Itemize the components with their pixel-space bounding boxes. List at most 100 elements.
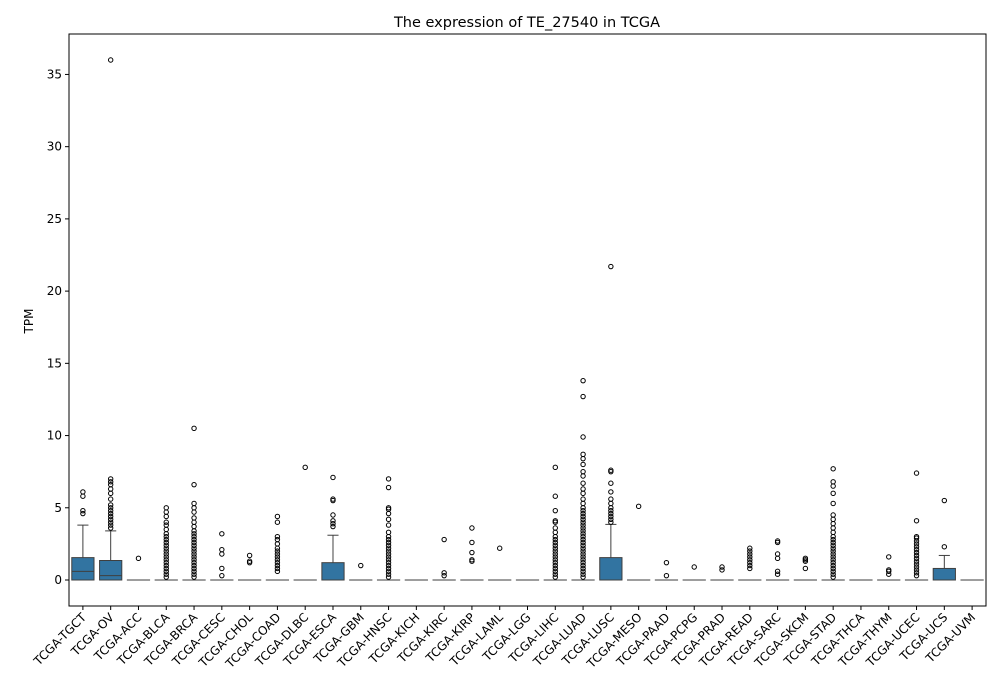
outlier-point (163, 568, 169, 575)
outlier-point (191, 500, 197, 507)
plot-area (71, 57, 984, 581)
outlier-point (830, 559, 836, 566)
outlier-point (830, 554, 836, 560)
outlier-point (580, 461, 586, 468)
outlier-point (385, 539, 392, 546)
outlier-point (802, 555, 809, 562)
outlier-point (913, 558, 920, 564)
box-tcga-laml (488, 545, 512, 581)
outlier-point (886, 554, 892, 560)
box-tcga-lihc (543, 464, 567, 581)
outlier-point (246, 552, 253, 559)
outlier-point (552, 571, 558, 577)
outlier-point (913, 533, 920, 540)
outlier-point (191, 536, 197, 543)
outlier-point (274, 533, 281, 540)
outlier-point (580, 516, 586, 523)
outlier-point (330, 518, 336, 524)
outlier-point (385, 565, 392, 572)
outlier-point (580, 545, 586, 551)
box-tcga-esca (321, 474, 345, 581)
outlier-point (552, 464, 558, 471)
x-axis: TCGA-TGCTTCGA-OVTCGA-ACCTCGA-BLCATCGA-BR… (30, 606, 978, 671)
outlier-point (608, 505, 614, 511)
outlier-point (219, 551, 225, 557)
outlier-point (830, 548, 836, 554)
box-tcga-tgct (71, 489, 95, 581)
outlier-point (830, 500, 836, 507)
outlier-point (274, 536, 281, 543)
outlier-point (747, 554, 753, 560)
outlier-point (246, 558, 253, 564)
outlier-point (385, 516, 392, 523)
outlier-point (469, 525, 475, 531)
outlier-point (913, 470, 920, 476)
outlier-point (191, 554, 197, 560)
outlier-point (163, 513, 169, 520)
outlier-point (608, 507, 614, 514)
box-tcga-kirp (460, 525, 484, 581)
outlier-point (107, 481, 114, 488)
outlier-point (580, 542, 586, 549)
y-tick-label: 5 (54, 501, 62, 515)
box-tcga-kirc (432, 536, 456, 581)
outlier-point (274, 568, 281, 575)
box-tcga-gbm (349, 562, 373, 581)
outlier-point (580, 525, 586, 531)
outlier-point (107, 476, 114, 482)
outlier-point (580, 468, 586, 475)
box-body (599, 557, 623, 581)
box-tcga-chol (238, 552, 262, 581)
outlier-point (107, 525, 114, 531)
outlier-point (274, 557, 281, 563)
outlier-point (608, 263, 614, 270)
outlier-point (774, 551, 781, 557)
outlier-point (830, 574, 836, 580)
y-tick-label: 25 (47, 212, 62, 226)
outlier-point (80, 493, 86, 499)
outlier-point (163, 562, 169, 569)
outlier-point (191, 562, 197, 569)
outlier-point (552, 574, 558, 580)
box-body (932, 567, 956, 581)
outlier-point (830, 529, 836, 536)
outlier-point (913, 570, 920, 576)
outlier-point (830, 545, 836, 551)
outlier-point (163, 536, 169, 543)
box-tcga-lusc (599, 263, 623, 581)
outlier-point (219, 546, 225, 553)
y-tick-label: 15 (47, 356, 62, 370)
outlier-point (107, 496, 114, 502)
outlier-point (274, 545, 281, 551)
outlier-point (191, 515, 197, 521)
outlier-point (552, 548, 558, 554)
outlier-point (580, 562, 586, 569)
y-tick-label: 20 (47, 284, 62, 298)
outlier-point (830, 562, 836, 569)
outlier-point (580, 574, 586, 580)
outlier-point (580, 557, 586, 563)
outlier-point (830, 536, 836, 543)
outlier-point (385, 533, 392, 540)
box-tcga-blca (154, 505, 178, 581)
outlier-point (552, 562, 558, 569)
outlier-point (552, 565, 558, 572)
outlier-point (747, 559, 753, 566)
outlier-point (219, 531, 225, 537)
outlier-point (107, 57, 114, 63)
outlier-point (107, 510, 114, 517)
outlier-point (830, 512, 836, 518)
outlier-point (385, 545, 392, 551)
outlier-point (191, 523, 197, 530)
outlier-point (385, 551, 392, 557)
outlier-point (830, 565, 836, 572)
outlier-point (747, 557, 753, 563)
outlier-point (580, 565, 586, 572)
outlier-point (913, 546, 920, 553)
outlier-point (608, 467, 614, 473)
outlier-point (191, 568, 197, 575)
box-tcga-meso (627, 503, 651, 581)
outlier-point (191, 481, 197, 488)
outlier-point (886, 567, 892, 573)
outlier-point (552, 533, 558, 540)
